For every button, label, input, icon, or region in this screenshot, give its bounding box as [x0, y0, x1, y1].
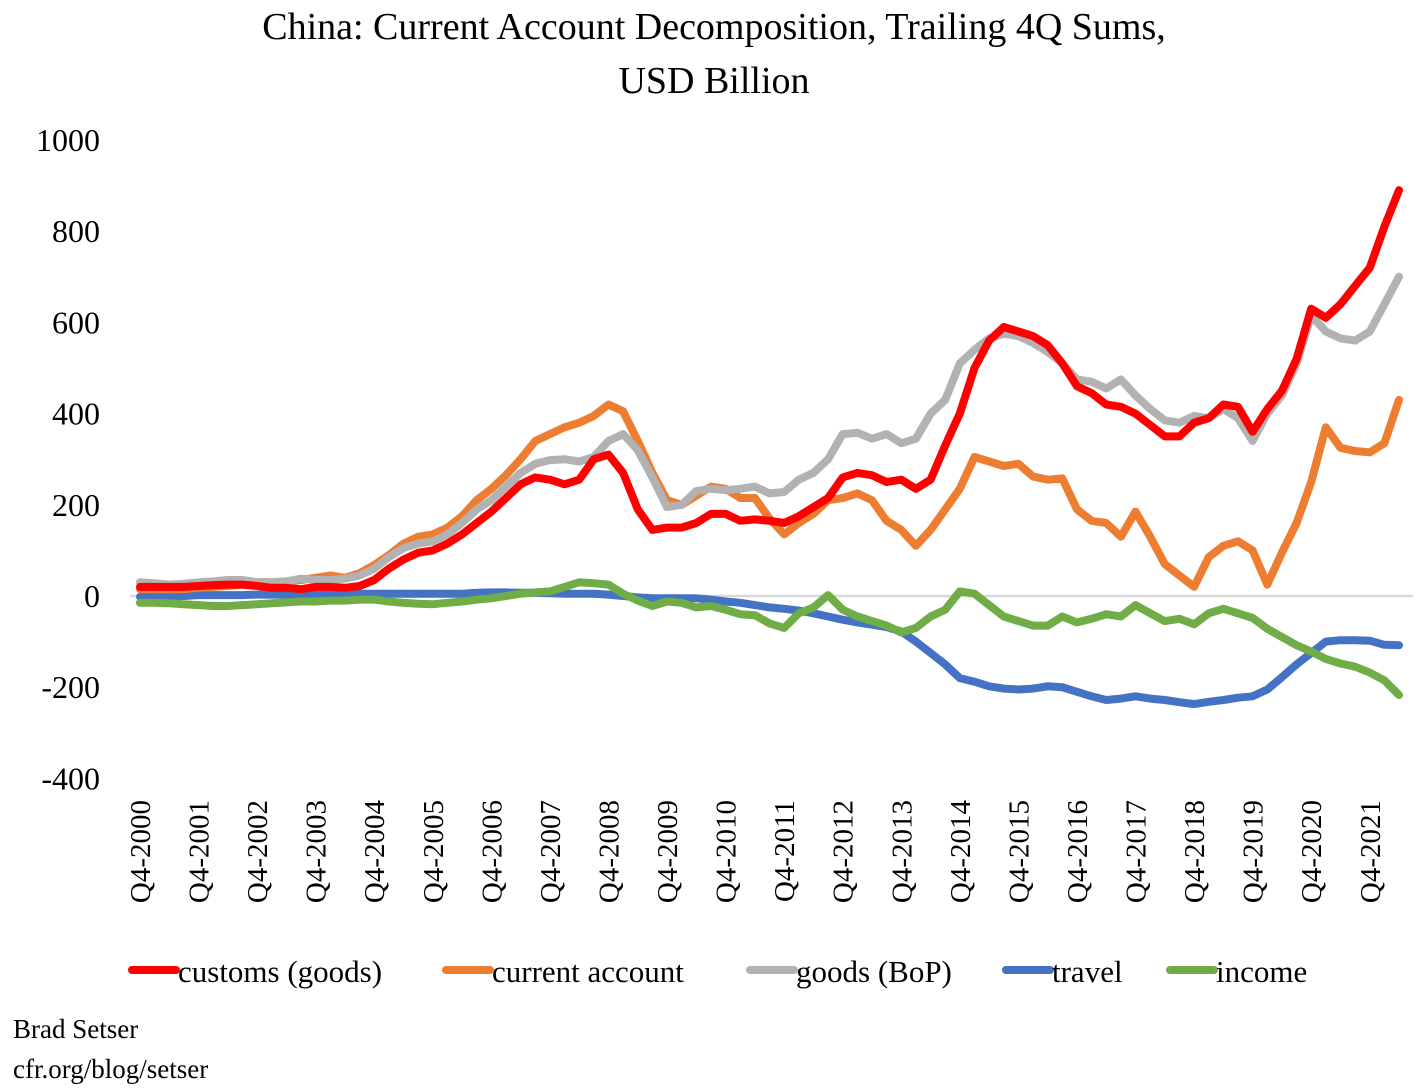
chart-subtitle: USD Billion	[618, 60, 810, 102]
x-tick-label: Q4-2010	[711, 800, 743, 903]
y-tick-label: -400	[41, 760, 100, 796]
series-lines	[136, 186, 1403, 709]
x-tick-label: Q4-2004	[359, 800, 391, 904]
x-tick-label: Q4-2018	[1179, 800, 1211, 903]
x-tick-label: Q4-2007	[535, 800, 567, 903]
legend-label: travel	[1052, 954, 1123, 989]
x-tick-label: Q4-2016	[1062, 800, 1094, 903]
y-tick-label: 200	[52, 487, 100, 523]
x-tick-label: Q4-2020	[1296, 800, 1328, 903]
x-tick-label: Q4-2011	[769, 800, 801, 902]
x-tick-label: Q4-2005	[418, 800, 450, 903]
legend-label: income	[1216, 954, 1307, 989]
series-line-customs-goods	[136, 186, 1403, 594]
legend-item: income	[1166, 954, 1307, 989]
legend: customs (goods) current account goods (BoP…	[128, 954, 1307, 989]
y-axis: 1000 800 600 400 200 0 -200 -400	[36, 122, 100, 796]
x-tick-label: Q4-2013	[886, 800, 918, 903]
y-tick-label: 400	[52, 396, 100, 432]
y-tick-label: 600	[52, 304, 100, 340]
y-tick-label: 0	[84, 578, 100, 614]
legend-label: customs (goods)	[178, 954, 382, 989]
x-tick-label: Q4-2006	[476, 800, 508, 903]
series-line-travel	[136, 588, 1403, 709]
x-tick-label: Q4-2015	[1003, 800, 1035, 903]
y-tick-label: 1000	[36, 122, 100, 158]
series-line-income	[136, 578, 1403, 699]
footer-author: Brad Setser	[13, 1014, 139, 1044]
x-tick-label: Q4-2009	[652, 800, 684, 903]
y-tick-label: -200	[41, 669, 100, 705]
x-tick-label: Q4-2003	[301, 800, 333, 903]
legend-item: current account	[442, 954, 684, 989]
footer-source: cfr.org/blog/setser	[13, 1054, 209, 1084]
legend-label: goods (BoP)	[796, 954, 952, 989]
x-tick-label: Q4-2002	[242, 800, 274, 903]
x-tick-label: Q4-2000	[125, 800, 157, 903]
x-tick-label: Q4-2001	[184, 800, 216, 903]
legend-label: current account	[492, 954, 684, 989]
series-line-goods-bop	[136, 272, 1403, 589]
x-tick-label: Q4-2008	[593, 800, 625, 903]
x-tick-label: Q4-2017	[1121, 800, 1153, 903]
legend-item: travel	[1002, 954, 1123, 989]
x-axis: Q4-2000 Q4-2001 Q4-2002 Q4-2003 Q4-2004 Q4-20…	[125, 800, 1387, 904]
x-tick-label: Q4-2021	[1355, 800, 1387, 903]
legend-item: goods (BoP)	[746, 954, 952, 989]
x-tick-label: Q4-2019	[1238, 800, 1270, 903]
y-tick-label: 800	[52, 213, 100, 249]
legend-item: customs (goods)	[128, 954, 382, 989]
x-tick-label: Q4-2012	[828, 800, 860, 903]
chart-title: China: Current Account Decomposition, Tr…	[262, 6, 1166, 48]
x-tick-label: Q4-2014	[945, 800, 977, 904]
